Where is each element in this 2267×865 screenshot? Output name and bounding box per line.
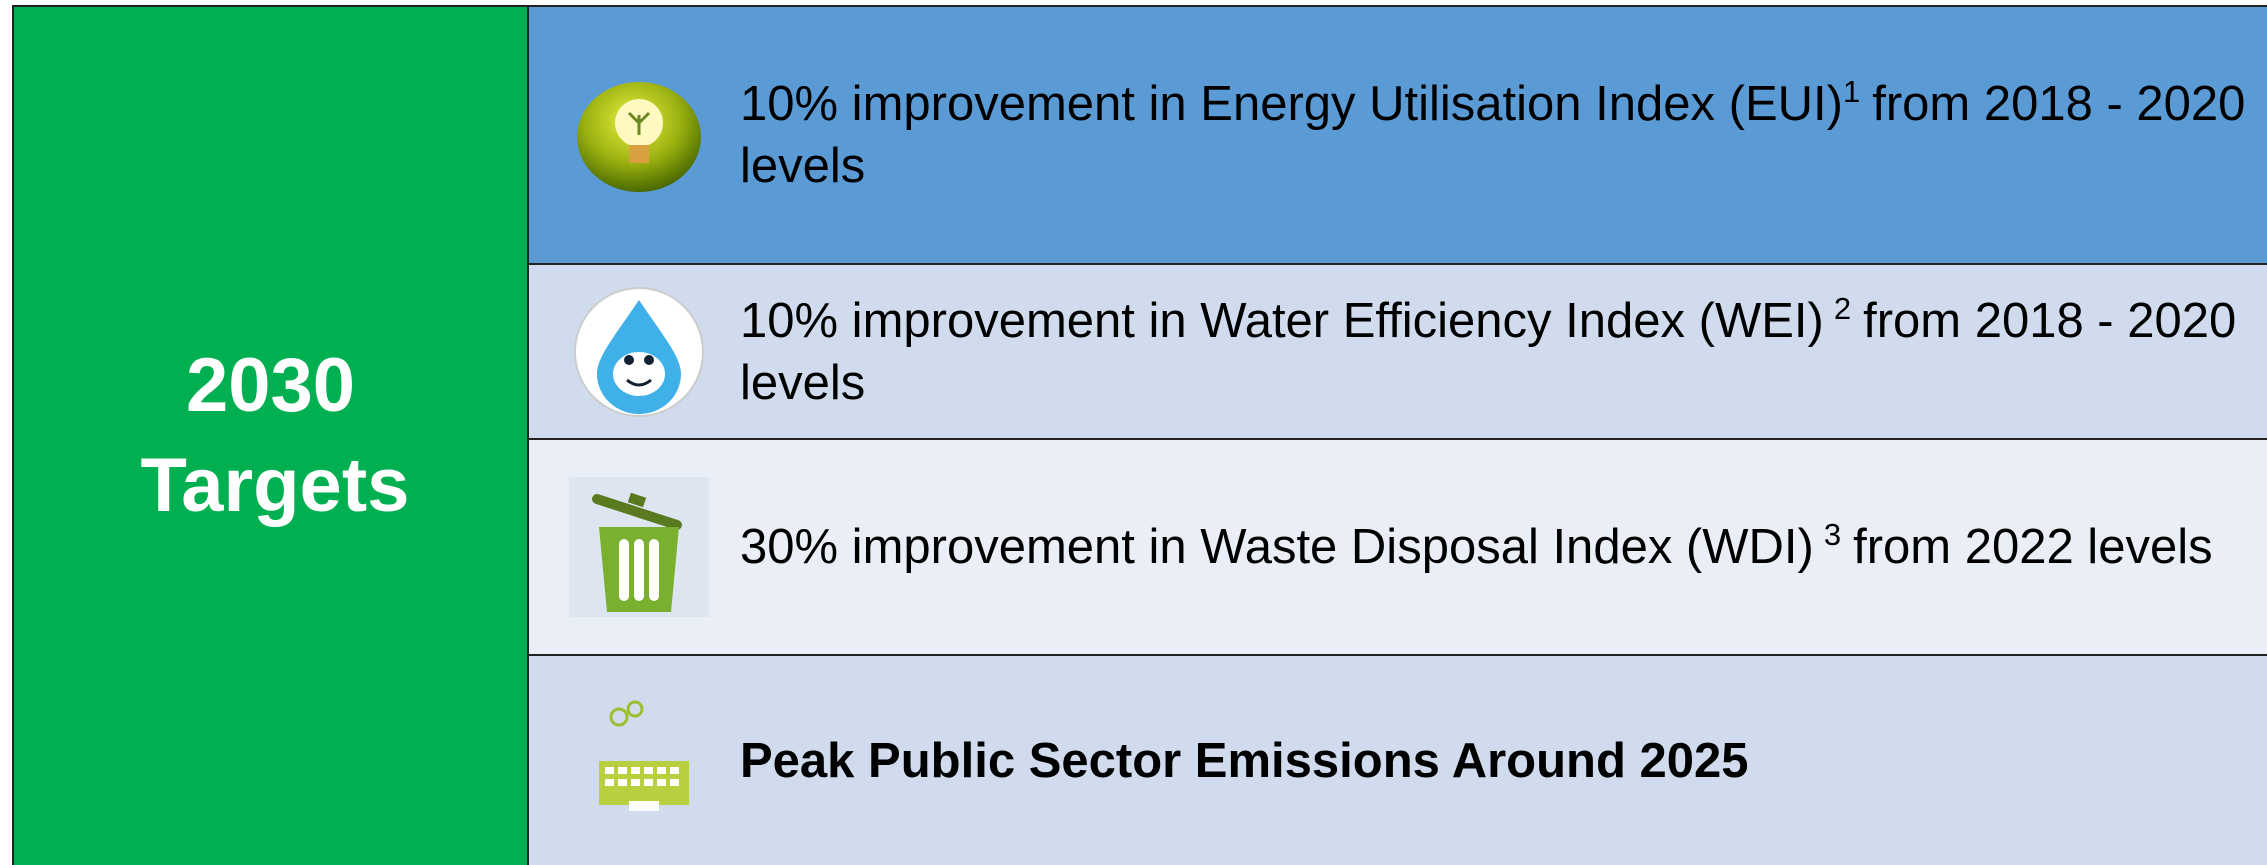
- text: 10% improvement in Water Efficiency Inde…: [740, 294, 1824, 348]
- text: from 2022 levels: [1853, 520, 2213, 574]
- target-row: 10% improvement in Energy Utilisation In…: [529, 5, 2267, 263]
- target-text: 30% improvement in Waste Disposal Index …: [740, 516, 2260, 578]
- bin-icon: [569, 477, 709, 617]
- footnote: 3: [1824, 517, 1841, 552]
- text: Peak Public Sector Emissions Around 2025: [740, 734, 1749, 788]
- footnote: 2: [1834, 291, 1851, 326]
- text: 30% improvement in Waste Disposal Index …: [740, 520, 1814, 574]
- target-text: 10% improvement in Energy Utilisation In…: [740, 73, 2260, 197]
- page: 2030 Targets 10% improvement in Energy U…: [0, 0, 2267, 865]
- panel-title: 2030 Targets: [141, 336, 401, 536]
- target-text: Peak Public Sector Emissions Around 2025: [740, 730, 2260, 792]
- target-row: 10% improvement in Water Efficiency Inde…: [529, 263, 2267, 438]
- bulb-icon: [569, 65, 709, 205]
- target-text: 10% improvement in Water Efficiency Inde…: [740, 290, 2260, 414]
- water-icon: [569, 282, 709, 422]
- footnote: 1: [1843, 74, 1860, 109]
- keyboard-icon: [569, 691, 709, 831]
- target-row: 30% improvement in Waste Disposal Index …: [529, 438, 2267, 654]
- targets-panel: 2030 Targets: [12, 5, 529, 865]
- text: 10% improvement in Energy Utilisation In…: [740, 77, 1843, 131]
- target-row: Peak Public Sector Emissions Around 2025: [529, 654, 2267, 865]
